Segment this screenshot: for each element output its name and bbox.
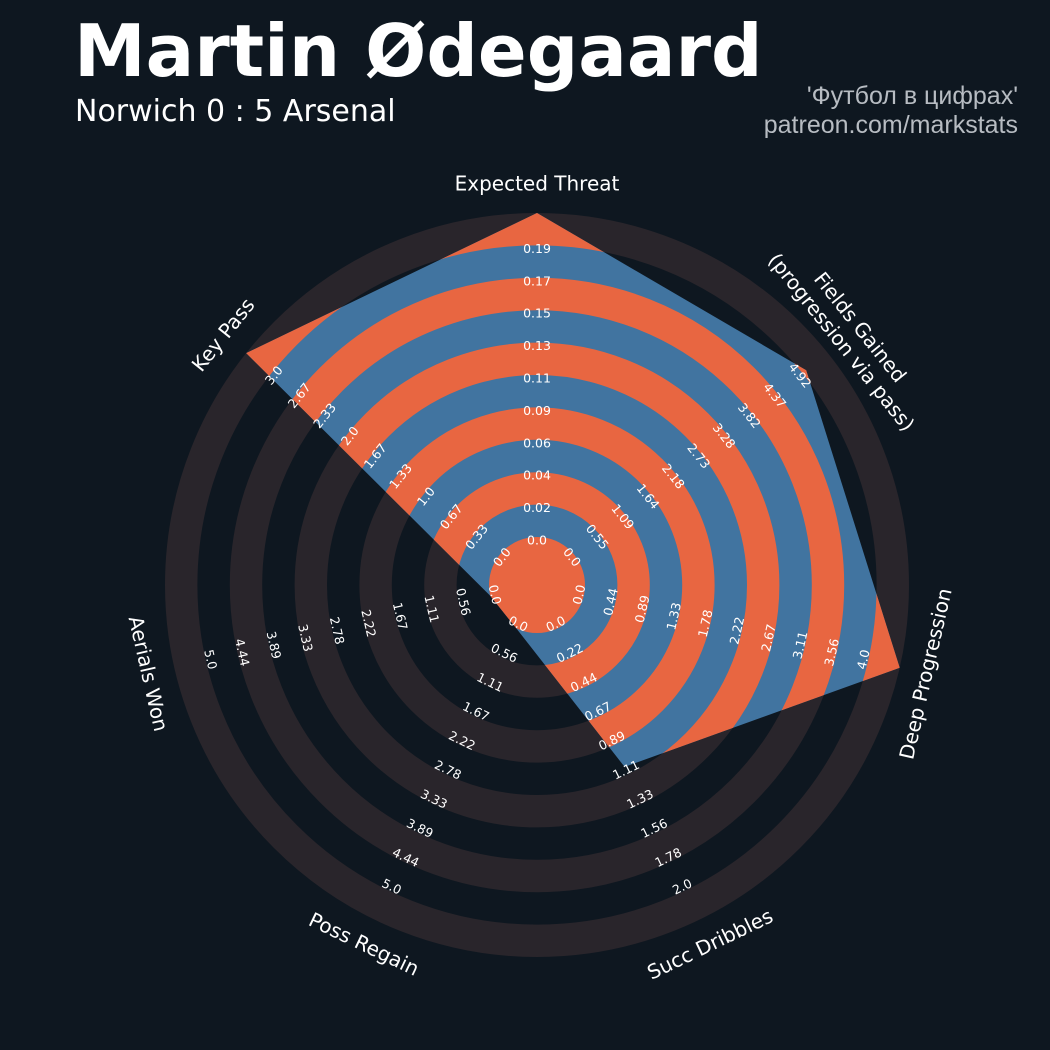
tick-label: 0.19 xyxy=(523,241,551,256)
tick-label: 0.04 xyxy=(523,468,551,483)
tick-label: 0.11 xyxy=(523,371,551,386)
tick-label: 0.0 xyxy=(486,583,505,606)
match-subtitle: Norwich 0 : 5 Arsenal xyxy=(75,94,396,129)
tick-label: 1.78 xyxy=(695,608,716,639)
center-disc xyxy=(489,537,585,633)
tick-label: 0.89 xyxy=(632,594,653,625)
tick-label: 2.78 xyxy=(327,615,348,646)
tick-label: 2.22 xyxy=(358,608,379,638)
tick-label: 3.33 xyxy=(295,623,316,653)
axis-label: Aerials Won xyxy=(124,614,174,734)
tick-label: 4.44 xyxy=(232,637,253,668)
tick-label: 0.0 xyxy=(527,533,547,548)
tick-label: 4.0 xyxy=(854,648,873,671)
tick-label: 1.33 xyxy=(663,601,684,631)
tick-label: 0.02 xyxy=(523,500,551,515)
tick-label: 0.17 xyxy=(523,273,551,288)
tick-label: 1.67 xyxy=(390,601,411,631)
tick-label: 0.09 xyxy=(523,403,551,418)
tick-label: 3.89 xyxy=(264,630,285,661)
axis-label-line: Aerials Won xyxy=(124,614,174,734)
tick-label: 0.44 xyxy=(600,587,621,618)
highlight-ring xyxy=(246,277,845,767)
tick-label: 5.0 xyxy=(201,648,220,671)
tick-label: 0.15 xyxy=(523,306,551,321)
tick-label: 1.11 xyxy=(421,594,442,624)
tick-label: 0.56 xyxy=(453,587,474,618)
tick-label: 0.13 xyxy=(523,338,551,353)
tick-label: 3.11 xyxy=(790,630,811,660)
player-name-title: Martin Ødegaard xyxy=(74,9,763,93)
credit-source: 'Футбол в цифрах' xyxy=(806,82,1018,110)
credit-url: patreon.com/markstats xyxy=(763,110,1018,139)
tick-label: 0.06 xyxy=(523,435,551,450)
credit-block: 'Футбол в цифрах' patreon.com/markstats xyxy=(764,82,1018,140)
tick-label: 2.22 xyxy=(726,615,747,645)
axis-label-line: Expected Threat xyxy=(455,172,620,196)
axis-label: Expected Threat xyxy=(455,172,620,196)
tick-label: 3.56 xyxy=(821,637,842,668)
tick-label: 0.0 xyxy=(569,583,588,606)
tick-label: 2.67 xyxy=(758,623,779,653)
